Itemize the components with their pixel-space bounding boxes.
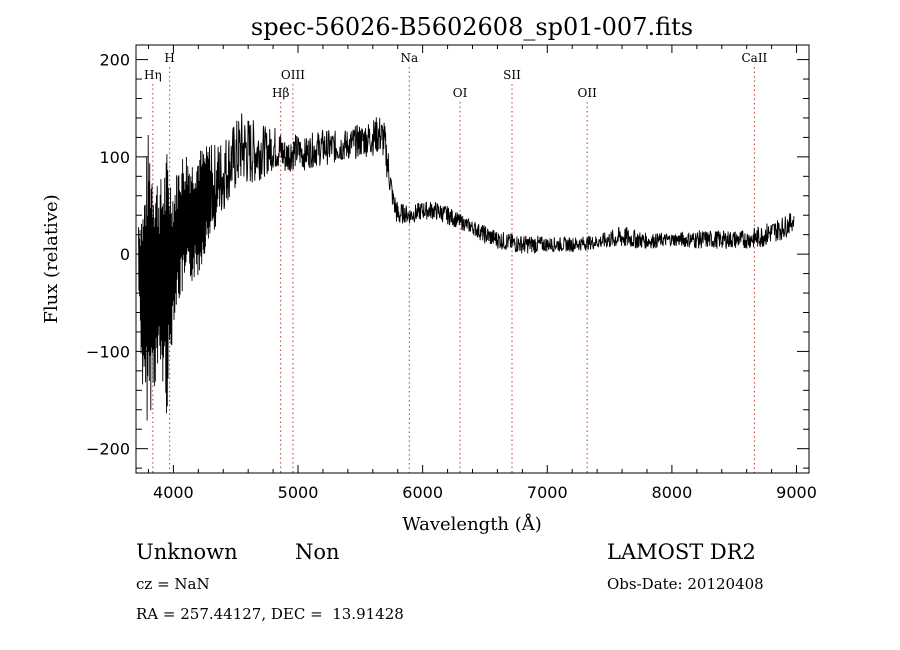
x-tick-label: 4000	[153, 483, 194, 502]
spectral-line-label: OI	[453, 86, 468, 100]
chart-title: spec-56026-B5602608_sp01-007.fits	[251, 13, 693, 41]
spectral-line-markers: HηH Hβ OIII Na OI SII OII CaII	[144, 51, 768, 473]
spectral-line-label: H	[164, 51, 174, 65]
redshift-readout: cz = NaN	[136, 575, 210, 593]
y-tick-label: 100	[99, 148, 130, 167]
coordinates-readout: RA = 257.44127, DEC = 13.91428	[136, 605, 404, 623]
spectral-line-label: OIII	[281, 68, 305, 82]
y-tick-label: 0	[120, 245, 130, 264]
object-class: Unknown	[136, 540, 238, 564]
axis-ticks: 4000 5000 6000 7000 8000 9000 −200 −100 0 100 200	[86, 45, 817, 502]
x-tick-label: 5000	[278, 483, 319, 502]
spectral-line-label: Hβ	[272, 86, 289, 100]
spectral-line-label: OII	[577, 86, 597, 100]
spectrum-series	[138, 113, 795, 421]
plot-frame	[135, 44, 810, 474]
x-tick-label: 6000	[402, 483, 443, 502]
observation-date: Obs-Date: 20120408	[607, 575, 764, 593]
y-tick-label: 200	[99, 51, 130, 70]
x-tick-label: 8000	[652, 483, 693, 502]
x-axis-label: Wavelength (Å)	[402, 513, 542, 535]
object-subclass: Non	[295, 540, 340, 564]
y-tick-label: −100	[86, 342, 130, 361]
y-axis-label: Flux (relative)	[41, 194, 62, 323]
spectrum-line	[138, 113, 795, 421]
spectral-line-label: Hη	[144, 68, 162, 82]
spectral-line-label: CaII	[741, 51, 767, 65]
spectral-line-label: SII	[503, 68, 521, 82]
y-tick-label: −200	[86, 440, 130, 459]
x-tick-label: 9000	[776, 483, 817, 502]
x-tick-label: 7000	[527, 483, 568, 502]
spectral-line-label: Na	[400, 51, 418, 65]
survey-name: LAMOST DR2	[607, 540, 756, 564]
